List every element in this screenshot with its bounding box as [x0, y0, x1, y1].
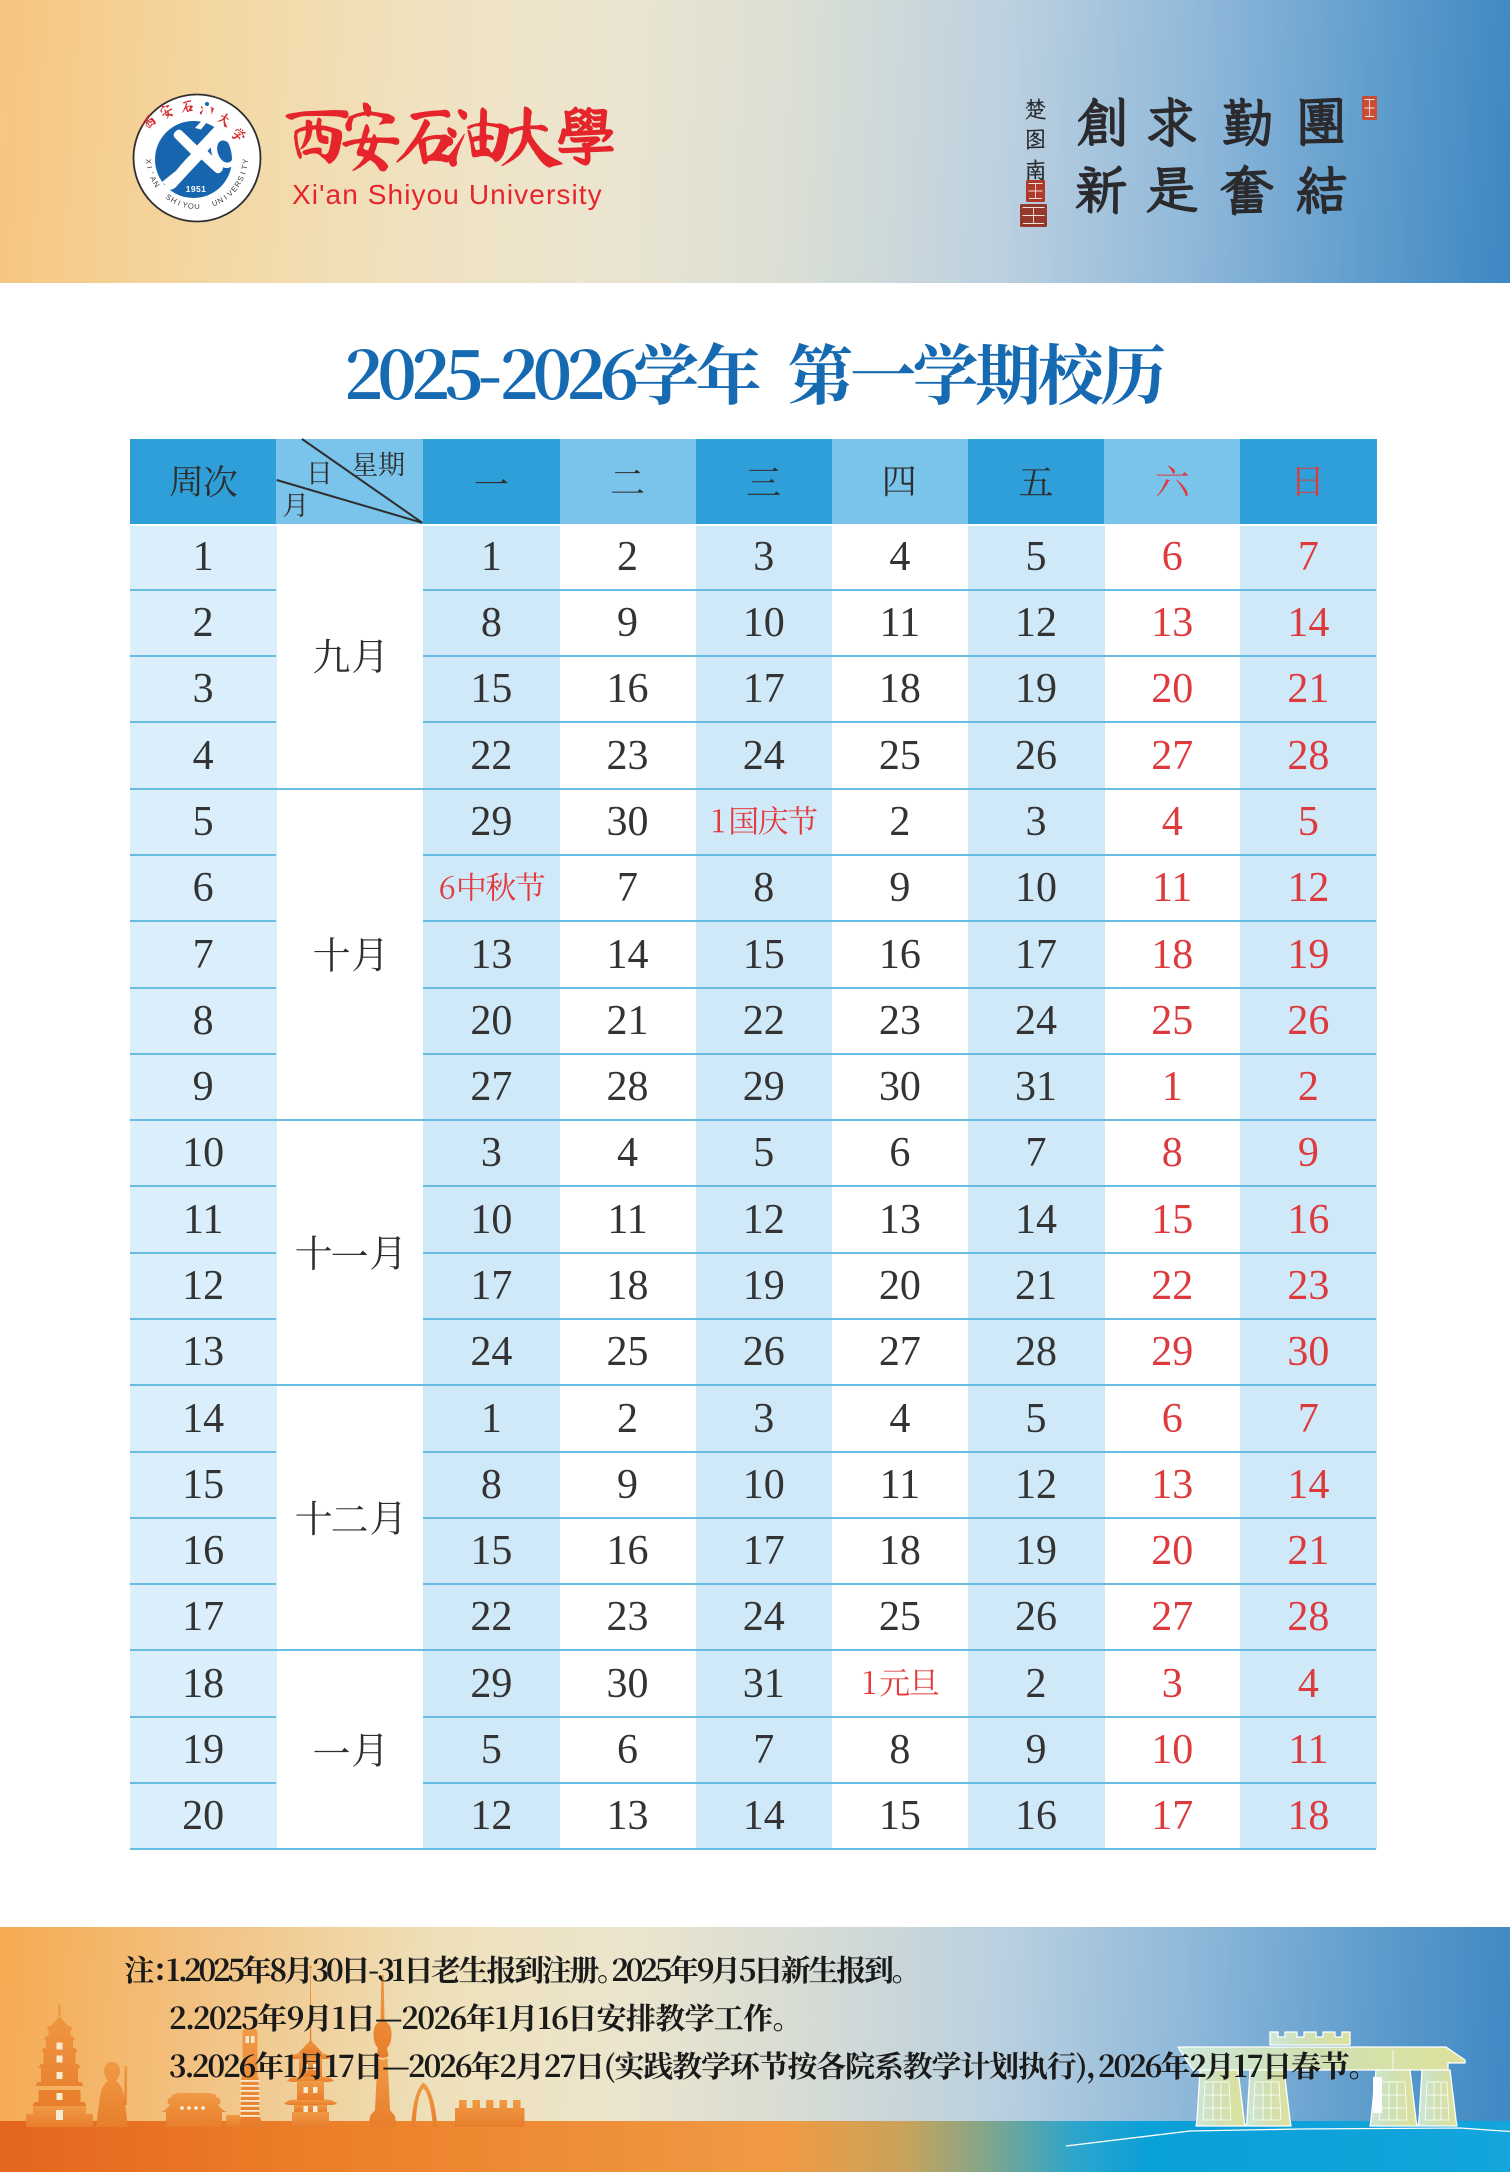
- svg-text:R: R: [233, 179, 244, 189]
- svg-text:T: T: [240, 164, 250, 171]
- svg-text:Y: Y: [181, 200, 188, 210]
- svg-text:A: A: [148, 175, 159, 184]
- svg-text:X: X: [144, 159, 153, 165]
- svg-text:S: S: [164, 192, 173, 202]
- svg-text:O: O: [187, 201, 194, 211]
- svg-text:I: I: [238, 171, 247, 176]
- svg-text:': ': [146, 171, 155, 176]
- svg-text:I: I: [222, 193, 229, 202]
- svg-text:N: N: [151, 179, 162, 188]
- svg-text:I: I: [145, 165, 154, 169]
- svg-text:1951: 1951: [186, 184, 207, 194]
- svg-text:U: U: [194, 202, 199, 211]
- svg-text:I: I: [177, 199, 182, 208]
- svg-text:S: S: [236, 175, 246, 183]
- svg-text:Y: Y: [241, 159, 250, 165]
- svg-text:H: H: [169, 195, 178, 206]
- svg-text:E: E: [229, 184, 239, 194]
- svg-text:N: N: [216, 195, 225, 206]
- svg-text:V: V: [225, 188, 236, 199]
- svg-text:U: U: [211, 198, 219, 208]
